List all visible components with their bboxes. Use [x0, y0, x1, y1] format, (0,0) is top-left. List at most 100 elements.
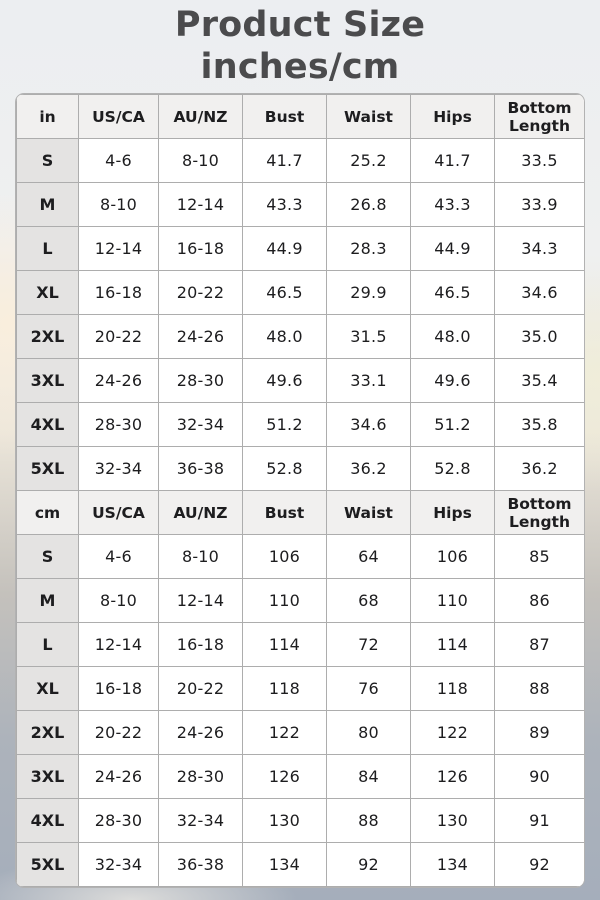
- value-cell: 28.3: [326, 226, 411, 271]
- unit-header-cell: cm: [16, 490, 79, 535]
- table-row: L 12-14 16-18 44.9 28.3 44.9 34.3: [16, 226, 584, 271]
- value-cell: 76: [326, 666, 411, 711]
- value-cell: 34.3: [494, 226, 584, 271]
- value-cell: 43.3: [410, 182, 495, 227]
- header-cell: Waist: [326, 94, 411, 139]
- table-row: XL 16-18 20-22 118 76 118 88: [16, 666, 584, 711]
- value-cell: 64: [326, 534, 411, 579]
- value-cell: 130: [242, 798, 327, 843]
- size-label-cell: XL: [16, 666, 79, 711]
- value-cell: 34.6: [326, 402, 411, 447]
- value-cell: 33.9: [494, 182, 584, 227]
- size-label-cell: 3XL: [16, 754, 79, 799]
- value-cell: 130: [410, 798, 495, 843]
- header-cell: Bottom Length: [494, 94, 584, 139]
- value-cell: 24-26: [158, 314, 243, 359]
- value-cell: 49.6: [410, 358, 495, 403]
- value-cell: 48.0: [242, 314, 327, 359]
- table-row: M 8-10 12-14 110 68 110 86: [16, 578, 584, 623]
- size-label-cell: M: [16, 578, 79, 623]
- value-cell: 32-34: [158, 402, 243, 447]
- value-cell: 20-22: [78, 314, 159, 359]
- value-cell: 35.0: [494, 314, 584, 359]
- value-cell: 92: [326, 842, 411, 887]
- value-cell: 80: [326, 710, 411, 755]
- value-cell: 12-14: [78, 226, 159, 271]
- header-row-cm: cm US/CA AU/NZ Bust Waist Hips Bottom Length: [16, 490, 584, 535]
- size-label-cell: 2XL: [16, 710, 79, 755]
- value-cell: 32-34: [78, 842, 159, 887]
- table-row: 3XL 24-26 28-30 126 84 126 90: [16, 754, 584, 799]
- header-cell: Bottom Length: [494, 490, 584, 535]
- value-cell: 12-14: [158, 182, 243, 227]
- page-title-line1: Product Size: [174, 5, 426, 45]
- header-cell: Hips: [410, 94, 495, 139]
- value-cell: 110: [410, 578, 495, 623]
- value-cell: 16-18: [158, 226, 243, 271]
- value-cell: 134: [410, 842, 495, 887]
- value-cell: 52.8: [410, 446, 495, 491]
- value-cell: 4-6: [78, 534, 159, 579]
- value-cell: 126: [242, 754, 327, 799]
- value-cell: 24-26: [158, 710, 243, 755]
- size-table-container: in US/CA AU/NZ Bust Waist Hips Bottom Length S 4…: [15, 93, 585, 888]
- value-cell: 33.1: [326, 358, 411, 403]
- page-title: Product Size inches/cm: [0, 0, 600, 88]
- value-cell: 122: [410, 710, 495, 755]
- value-cell: 91: [494, 798, 584, 843]
- value-cell: 106: [410, 534, 495, 579]
- value-cell: 20-22: [158, 270, 243, 315]
- size-label-cell: M: [16, 182, 79, 227]
- value-cell: 122: [242, 710, 327, 755]
- table-row: L 12-14 16-18 114 72 114 87: [16, 622, 584, 667]
- value-cell: 110: [242, 578, 327, 623]
- header-cell: Waist: [326, 490, 411, 535]
- table-row: 4XL 28-30 32-34 130 88 130 91: [16, 798, 584, 843]
- value-cell: 43.3: [242, 182, 327, 227]
- value-cell: 41.7: [242, 138, 327, 183]
- value-cell: 48.0: [410, 314, 495, 359]
- size-label-cell: 4XL: [16, 798, 79, 843]
- value-cell: 16-18: [78, 270, 159, 315]
- value-cell: 33.5: [494, 138, 584, 183]
- value-cell: 8-10: [78, 182, 159, 227]
- value-cell: 44.9: [410, 226, 495, 271]
- header-cell: AU/NZ: [158, 94, 243, 139]
- value-cell: 41.7: [410, 138, 495, 183]
- value-cell: 90: [494, 754, 584, 799]
- value-cell: 68: [326, 578, 411, 623]
- value-cell: 16-18: [78, 666, 159, 711]
- value-cell: 28-30: [158, 754, 243, 799]
- value-cell: 126: [410, 754, 495, 799]
- unit-header-cell: in: [16, 94, 79, 139]
- value-cell: 8-10: [78, 578, 159, 623]
- value-cell: 36.2: [326, 446, 411, 491]
- header-row-in: in US/CA AU/NZ Bust Waist Hips Bottom Length: [16, 94, 584, 139]
- value-cell: 89: [494, 710, 584, 755]
- value-cell: 84: [326, 754, 411, 799]
- table-row: 2XL 20-22 24-26 122 80 122 89: [16, 710, 584, 755]
- value-cell: 31.5: [326, 314, 411, 359]
- header-cell: AU/NZ: [158, 490, 243, 535]
- value-cell: 36-38: [158, 446, 243, 491]
- value-cell: 4-6: [78, 138, 159, 183]
- value-cell: 44.9: [242, 226, 327, 271]
- value-cell: 118: [242, 666, 327, 711]
- value-cell: 28-30: [78, 402, 159, 447]
- value-cell: 86: [494, 578, 584, 623]
- table-row: S 4-6 8-10 41.7 25.2 41.7 33.5: [16, 138, 584, 183]
- value-cell: 26.8: [326, 182, 411, 227]
- value-cell: 20-22: [78, 710, 159, 755]
- value-cell: 32-34: [78, 446, 159, 491]
- size-label-cell: XL: [16, 270, 79, 315]
- value-cell: 32-34: [158, 798, 243, 843]
- value-cell: 28-30: [78, 798, 159, 843]
- header-cell: Bust: [242, 94, 327, 139]
- table-row: 4XL 28-30 32-34 51.2 34.6 51.2 35.8: [16, 402, 584, 447]
- value-cell: 51.2: [242, 402, 327, 447]
- value-cell: 24-26: [78, 358, 159, 403]
- header-cell: US/CA: [78, 490, 159, 535]
- table-row: 3XL 24-26 28-30 49.6 33.1 49.6 35.4: [16, 358, 584, 403]
- value-cell: 72: [326, 622, 411, 667]
- value-cell: 49.6: [242, 358, 327, 403]
